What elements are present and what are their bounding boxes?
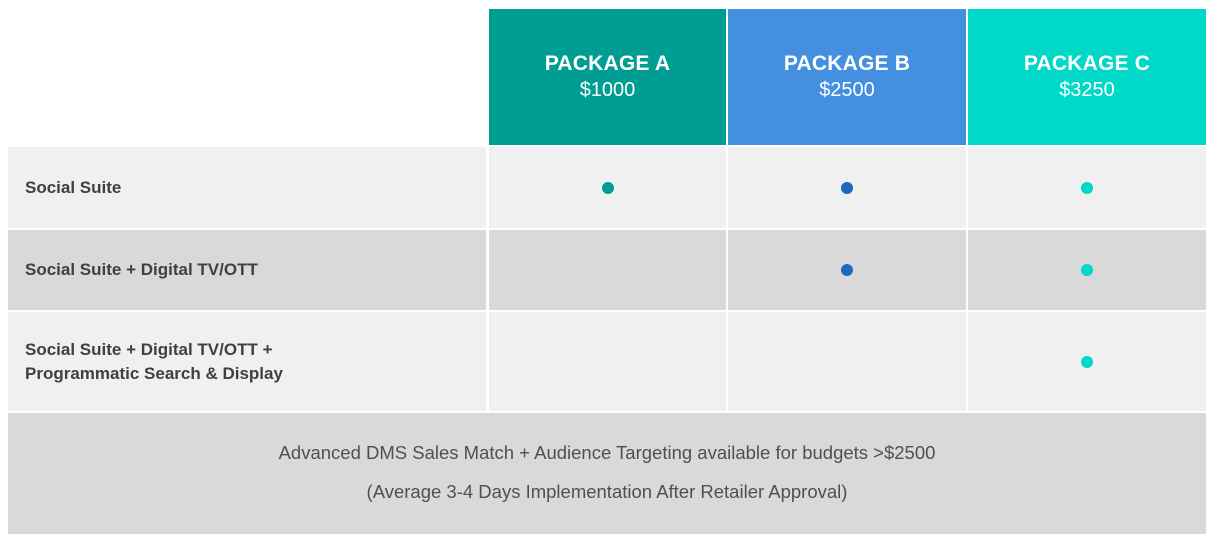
included-dot-icon (1081, 355, 1093, 368)
row-label-line: Programmatic Search & Display (25, 363, 283, 383)
feature-cell (728, 312, 966, 411)
feature-cell (489, 230, 726, 310)
row-label: Social Suite (8, 147, 486, 228)
package-header-a: PACKAGE A $1000 (489, 9, 726, 145)
row-label: Social Suite + Digital TV/OTT + Programma… (8, 312, 486, 411)
package-header-c: PACKAGE C $3250 (968, 9, 1206, 145)
feature-cell (968, 147, 1206, 228)
package-price: $3250 (1059, 79, 1115, 101)
package-name: PACKAGE A (544, 52, 671, 75)
included-dot-icon (1081, 264, 1093, 276)
row-label-text: Social Suite + Digital TV/OTT + Programma… (25, 338, 283, 386)
package-name: PACKAGE B (783, 52, 911, 75)
footer-line-2: (Average 3-4 Days Implementation After R… (366, 481, 848, 502)
feature-cell (728, 230, 966, 310)
package-price: $2500 (819, 79, 875, 101)
feature-cell (968, 312, 1206, 411)
feature-cell (489, 147, 726, 228)
package-price: $1000 (579, 79, 636, 101)
included-dot-icon (841, 264, 853, 276)
feature-cell (968, 230, 1206, 310)
row-label: Social Suite + Digital TV/OTT (8, 230, 486, 310)
package-header-b: PACKAGE B $2500 (728, 9, 966, 145)
feature-cell (728, 147, 966, 228)
footer-note: Advanced DMS Sales Match + Audience Targ… (8, 413, 1206, 534)
footer-line-1: Advanced DMS Sales Match + Audience Targ… (278, 442, 936, 463)
feature-cell (489, 312, 726, 411)
included-dot-icon (601, 181, 614, 194)
included-dot-icon (841, 181, 853, 194)
package-name: PACKAGE C (1023, 52, 1151, 75)
row-label-line: Social Suite + Digital TV/OTT + (25, 339, 273, 359)
included-dot-icon (1081, 181, 1093, 194)
